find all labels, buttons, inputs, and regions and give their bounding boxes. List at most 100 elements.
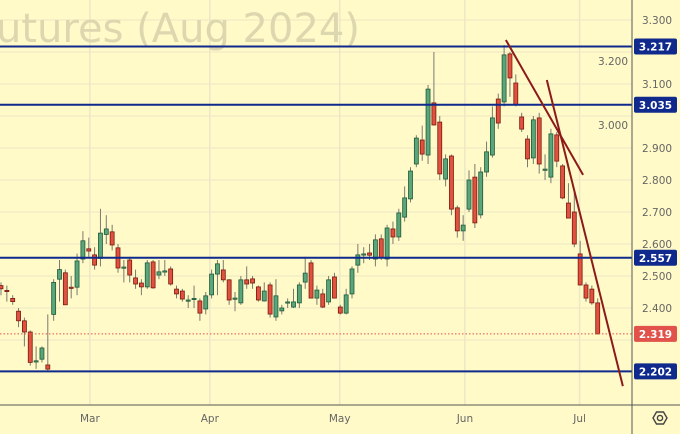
candle-up bbox=[296, 284, 302, 304]
candle-up bbox=[355, 254, 361, 266]
candle-up bbox=[57, 269, 62, 280]
trendline[interactable] bbox=[504, 39, 584, 176]
candle-up bbox=[232, 297, 238, 300]
candle-down bbox=[27, 331, 33, 363]
candle-down bbox=[150, 261, 156, 289]
candle-up bbox=[261, 290, 267, 302]
level-price-badge bbox=[634, 363, 677, 380]
horizontal-levels[interactable] bbox=[0, 45, 632, 373]
candle-up bbox=[203, 295, 209, 310]
candle-down bbox=[168, 268, 174, 285]
level-price-badge bbox=[634, 249, 677, 266]
candle-down bbox=[21, 320, 27, 333]
candle-up bbox=[408, 170, 413, 200]
price-axis[interactable]: 3.300 3.200 3.100 3.000 2.900 2.800 2.700 2.600… bbox=[598, 15, 672, 315]
candle-down bbox=[583, 284, 589, 299]
candle-up bbox=[103, 228, 109, 235]
trendlines[interactable] bbox=[504, 39, 624, 387]
candle-up bbox=[478, 171, 484, 216]
candles bbox=[0, 44, 601, 371]
candle-up bbox=[291, 301, 296, 308]
candle-down bbox=[133, 277, 138, 285]
candle-down bbox=[138, 282, 144, 288]
gear-icon[interactable] bbox=[652, 411, 668, 425]
level-price-label: 2.202 bbox=[639, 366, 672, 378]
candle-up bbox=[548, 133, 554, 178]
candle-down bbox=[566, 202, 571, 219]
candle-up bbox=[314, 289, 320, 299]
candle-up bbox=[425, 88, 431, 156]
level-price-label: 3.217 bbox=[639, 42, 672, 54]
watermark-symbol-title: utures (Aug 2024) bbox=[0, 6, 360, 52]
candle-down bbox=[454, 207, 460, 232]
candle-up bbox=[466, 179, 472, 210]
time-axis[interactable]: Mar Apr May Jun Jul bbox=[80, 413, 586, 425]
price-tick-label: 3.200 bbox=[598, 56, 628, 68]
candle-up bbox=[396, 212, 402, 238]
candle-down bbox=[507, 53, 513, 79]
candle-down bbox=[267, 284, 273, 315]
level-price-label: 3.035 bbox=[639, 100, 672, 112]
price-tick-label: 2.700 bbox=[642, 207, 672, 219]
candle-up bbox=[501, 54, 507, 103]
candle-down bbox=[560, 165, 565, 199]
candle-down bbox=[16, 310, 21, 322]
candle-down bbox=[10, 297, 16, 302]
candle-down bbox=[367, 252, 372, 256]
level-price-label: 2.557 bbox=[639, 253, 672, 265]
price-tick-label: 3.300 bbox=[642, 15, 672, 27]
candle-down bbox=[92, 254, 97, 266]
candle-up bbox=[39, 347, 45, 360]
candle-down bbox=[220, 269, 226, 281]
candle-down bbox=[337, 306, 343, 314]
candle-up bbox=[489, 117, 495, 156]
candle-down bbox=[174, 288, 179, 295]
candle-down bbox=[577, 253, 583, 286]
candle-up bbox=[98, 232, 103, 259]
trendline[interactable] bbox=[545, 79, 624, 387]
price-tick-label: 2.800 bbox=[642, 175, 672, 187]
candle-up bbox=[302, 272, 308, 283]
candle-down bbox=[250, 278, 255, 284]
candle-up bbox=[484, 151, 489, 173]
price-labels: 3.217 3.035 2.557 2.202 2.319 bbox=[634, 38, 677, 380]
candle-up bbox=[285, 301, 291, 304]
candle-down bbox=[68, 286, 74, 289]
candle-down bbox=[45, 364, 51, 370]
candle-down bbox=[472, 176, 478, 224]
candle-down bbox=[525, 138, 530, 160]
candle-up bbox=[460, 224, 466, 232]
price-tick-label: 2.400 bbox=[642, 303, 672, 315]
candle-up bbox=[542, 168, 548, 171]
candle-down bbox=[449, 155, 454, 210]
candle-down bbox=[378, 238, 384, 259]
candle-up bbox=[51, 281, 57, 315]
candle-down bbox=[255, 286, 261, 301]
time-tick-label: Jun bbox=[456, 413, 473, 425]
candle-up bbox=[402, 197, 408, 218]
candle-up bbox=[209, 273, 215, 296]
candle-down bbox=[127, 259, 133, 276]
price-tick-label: 3.100 bbox=[642, 79, 672, 91]
candle-down bbox=[513, 82, 519, 106]
time-tick-label: Apr bbox=[201, 413, 220, 425]
last-price-badge bbox=[634, 325, 677, 342]
candle-down bbox=[571, 211, 577, 245]
price-tick-label: 2.600 bbox=[642, 239, 672, 251]
candle-up bbox=[343, 294, 349, 314]
time-tick-label: Mar bbox=[80, 413, 100, 425]
candle-down bbox=[589, 288, 595, 304]
candle-up bbox=[191, 297, 197, 300]
candle-up bbox=[162, 270, 168, 273]
candle-up bbox=[238, 279, 244, 304]
candle-up bbox=[144, 262, 150, 288]
candle-up bbox=[384, 227, 390, 260]
candle-down bbox=[226, 279, 232, 301]
candle-up bbox=[273, 295, 279, 318]
candle-down bbox=[0, 285, 4, 290]
candle-up bbox=[413, 137, 419, 165]
time-tick-label: May bbox=[329, 413, 351, 425]
candle-up bbox=[326, 279, 332, 303]
